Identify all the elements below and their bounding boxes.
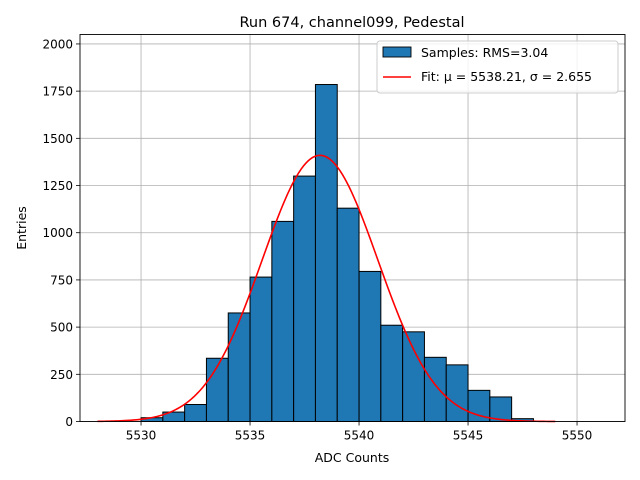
legend-samples-label: Samples: RMS=3.04: [421, 45, 548, 60]
y-tick-label: 1500: [42, 132, 73, 146]
x-tick-label: 5530: [126, 429, 157, 443]
histogram-bar: [358, 270, 382, 423]
x-axis-label: ADC Counts: [315, 450, 390, 465]
fit-curve: [97, 154, 556, 423]
x-tick-label: 5550: [562, 429, 593, 443]
chart-title: Run 674, channel099, Pedestal: [239, 15, 464, 31]
histogram-bar: [402, 331, 425, 422]
x-tick-label: 5540: [344, 429, 375, 443]
legend: Samples: RMS=3.04 Fit: μ = 5538.21, σ = …: [376, 40, 619, 94]
legend-box: [376, 40, 619, 94]
x-axis-ticks: 5530 5535 5540 5545 5550: [126, 421, 593, 443]
y-tick-label: 1250: [42, 179, 73, 193]
legend-samples-swatch: [382, 46, 412, 58]
histogram-bar: [249, 276, 273, 422]
y-tick-label: 0: [65, 415, 73, 429]
legend-fit-label: Fit: μ = 5538.21, σ = 2.655: [421, 69, 592, 84]
y-axis-ticks: 0 250 500 750 1000 1250 1500 1750 2000: [42, 37, 80, 429]
y-tick-label: 750: [50, 273, 73, 287]
histogram-bar: [423, 356, 447, 422]
plot-frame: [79, 34, 626, 422]
y-axis-label: Entries: [14, 206, 29, 250]
histogram-bar: [184, 404, 207, 423]
histogram-bar: [271, 220, 295, 422]
histogram-bar: [380, 324, 404, 422]
y-tick-label: 2000: [42, 37, 73, 51]
histogram-bars: [140, 84, 534, 423]
histogram-bar: [336, 207, 360, 422]
histogram-bar: [445, 364, 469, 422]
histogram-bar: [227, 312, 251, 423]
x-tick-label: 5535: [235, 429, 266, 443]
histogram-bar: [314, 84, 338, 423]
fit-curve-layer: [97, 154, 556, 423]
y-tick-label: 250: [50, 368, 73, 382]
x-tick-label: 5545: [453, 429, 484, 443]
histogram-bar: [293, 175, 316, 422]
y-tick-label: 500: [50, 321, 73, 335]
y-tick-label: 1000: [42, 226, 73, 240]
y-tick-label: 1750: [42, 85, 73, 99]
